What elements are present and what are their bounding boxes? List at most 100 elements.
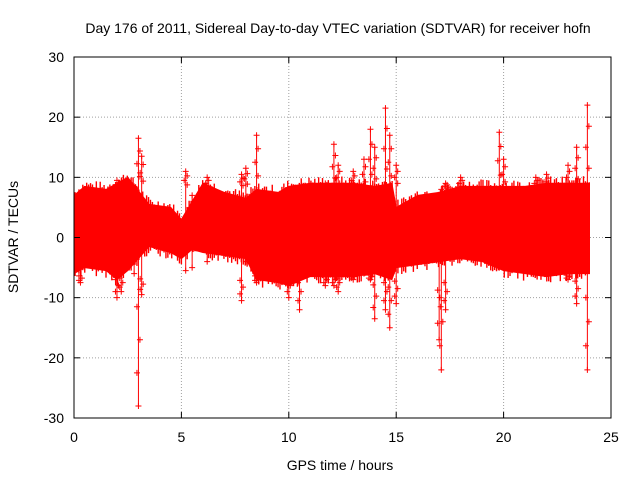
data-point-marker [582, 144, 589, 151]
data-point-marker [572, 278, 579, 285]
data-point-marker [140, 161, 147, 168]
data-point-marker [132, 185, 139, 192]
data-point-marker [204, 258, 211, 265]
data-point-marker [182, 267, 189, 274]
data-point-marker [296, 186, 303, 193]
data-point-marker [563, 272, 570, 279]
data-point-marker [255, 145, 262, 152]
chart-title: Day 176 of 2011, Sidereal Day-to-day VTE… [85, 20, 590, 36]
data-point-marker [545, 182, 552, 189]
data-point-marker [181, 177, 188, 184]
data-point-marker [351, 181, 358, 188]
data-point-marker [532, 174, 539, 181]
data-point-marker [115, 184, 122, 191]
data-point-marker [323, 184, 330, 191]
data-point-marker [135, 135, 142, 142]
data-point-marker [391, 174, 398, 181]
data-point-marker [241, 175, 248, 182]
data-point-marker [336, 180, 343, 187]
data-point-marker [575, 285, 582, 292]
data-point-marker [118, 204, 125, 211]
data-point-marker [237, 277, 244, 284]
data-point-marker [362, 163, 369, 170]
data-point-marker [253, 132, 260, 139]
data-point-marker [138, 153, 145, 160]
data-point-marker [322, 282, 329, 289]
data-point-marker [137, 286, 144, 293]
data-point-marker [438, 366, 445, 373]
data-point-marker [202, 180, 209, 187]
data-point-marker [497, 172, 504, 179]
data-point-marker [441, 297, 448, 304]
data-point-marker [332, 175, 339, 182]
data-point-marker [118, 288, 125, 295]
data-point-marker [370, 281, 377, 288]
data-point-marker [496, 264, 503, 271]
data-point-marker [332, 152, 339, 159]
data-point-marker [240, 175, 247, 182]
data-point-marker [330, 282, 337, 289]
data-point-marker [333, 275, 340, 282]
data-point-marker [494, 157, 501, 164]
data-point-marker [386, 324, 393, 331]
data-point-marker [444, 288, 451, 295]
data-point-marker [116, 284, 123, 291]
data-point-marker [585, 123, 592, 130]
data-point-marker [373, 154, 380, 161]
data-point-marker [383, 125, 390, 132]
data-point-marker [531, 180, 538, 187]
data-point-marker [457, 174, 464, 181]
data-point-marker [189, 264, 196, 271]
data-point-marker [442, 306, 449, 313]
data-point-marker [582, 342, 589, 349]
y-tick-label: 30 [48, 49, 64, 65]
x-tick-label: 5 [178, 429, 186, 445]
data-point-marker [136, 336, 143, 343]
data-point-marker [77, 189, 84, 196]
data-point-marker [585, 165, 592, 172]
data-point-marker [204, 174, 211, 181]
data-point-marker [585, 318, 592, 325]
data-point-marker [566, 180, 573, 187]
data-point-marker [439, 318, 446, 325]
data-point-marker [365, 272, 372, 279]
data-point-marker [438, 186, 445, 193]
data-point-marker [238, 297, 245, 304]
data-point-marker [563, 174, 570, 181]
data-point-marker [330, 141, 337, 148]
data-point-marker [252, 159, 259, 166]
data-point-marker [572, 165, 579, 172]
data-point-marker [365, 156, 372, 163]
data-point-marker [545, 175, 552, 182]
y-tick-label: -20 [44, 350, 64, 366]
data-point-marker [320, 279, 327, 286]
data-point-marker [351, 172, 358, 179]
data-point-marker [350, 168, 357, 175]
data-point-marker [385, 284, 392, 291]
data-point-marker [136, 148, 143, 155]
y-tick-label: 20 [48, 109, 64, 125]
data-point-marker [370, 165, 377, 172]
data-point-marker [582, 294, 589, 301]
data-point-marker [499, 171, 506, 178]
data-point-marker [385, 311, 392, 318]
data-point-marker [368, 141, 375, 148]
data-point-marker [457, 252, 464, 259]
data-point-marker [382, 306, 389, 313]
data-point-marker [434, 287, 441, 294]
data-point-marker [285, 192, 292, 199]
data-point-marker [575, 154, 582, 161]
data-point-marker [566, 168, 573, 175]
data-point-marker [242, 258, 249, 265]
data-point-marker [348, 272, 355, 279]
data-point-marker [75, 272, 82, 279]
data-point-marker [112, 288, 119, 295]
data-point-marker [542, 178, 549, 185]
data-point-marker [112, 276, 119, 283]
data-point-marker [388, 145, 395, 152]
y-tick-label: 0 [56, 230, 64, 246]
data-point-marker [295, 297, 302, 304]
data-point-marker [189, 192, 196, 199]
data-point-marker [140, 281, 147, 288]
